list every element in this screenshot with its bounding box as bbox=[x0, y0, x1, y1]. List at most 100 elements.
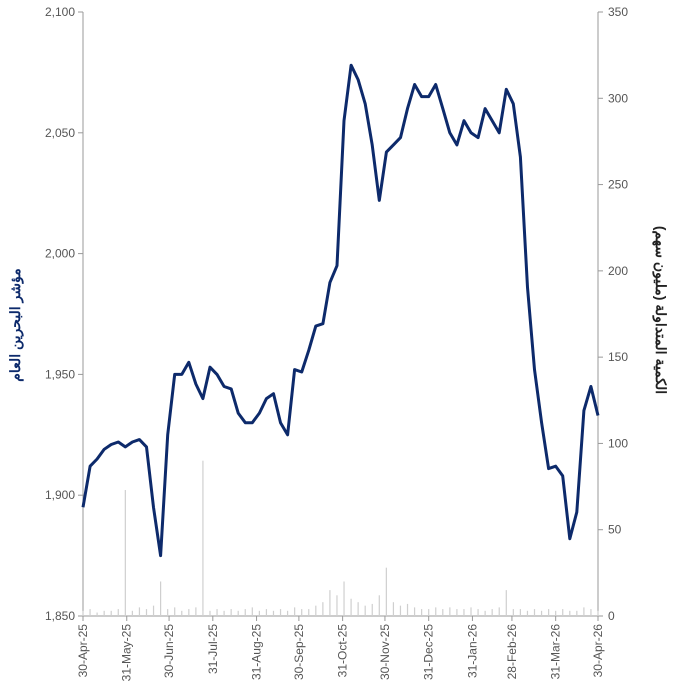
volume-bar bbox=[322, 602, 324, 616]
volume-bar bbox=[209, 610, 211, 616]
volume-bar bbox=[202, 460, 204, 616]
volume-bar bbox=[336, 595, 338, 616]
volume-bar bbox=[463, 609, 465, 616]
volume-bar bbox=[470, 607, 472, 616]
x-tick-label: 31-Aug-25 bbox=[250, 624, 264, 680]
y2-tick-label: 200 bbox=[608, 264, 628, 278]
volume-bar bbox=[251, 607, 253, 616]
volume-bar bbox=[590, 609, 592, 616]
x-tick-label: 30-Nov-25 bbox=[378, 624, 392, 680]
volume-bar bbox=[498, 607, 500, 616]
x-tick-label: 31-Jan-26 bbox=[465, 624, 479, 678]
volume-bar bbox=[244, 609, 246, 616]
volume-bar bbox=[519, 609, 521, 616]
volume-bar bbox=[124, 490, 126, 616]
y-axis-title: مؤشر البحرين العام bbox=[7, 268, 24, 382]
volume-bar bbox=[399, 605, 402, 616]
volume-bar bbox=[555, 610, 557, 616]
volume-bar bbox=[145, 609, 148, 616]
volume-bar bbox=[181, 610, 183, 616]
volume-bar bbox=[286, 610, 289, 616]
volume-bar bbox=[131, 610, 133, 616]
y2-axis-title: الكمية المتداولة (مليون سهم) bbox=[652, 226, 669, 394]
volume-bar bbox=[456, 609, 458, 616]
x-tick-label: 30-Apr-25 bbox=[76, 624, 90, 678]
volume-bar bbox=[477, 609, 479, 616]
volume-bar bbox=[216, 609, 218, 616]
volume-bar bbox=[392, 602, 395, 616]
volume-bar bbox=[364, 605, 366, 616]
y2-tick-label: 300 bbox=[608, 91, 628, 105]
volume-bar bbox=[562, 609, 564, 616]
volume-bar bbox=[195, 607, 197, 616]
y2-tick-label: 0 bbox=[608, 609, 615, 623]
y2-tick-label: 100 bbox=[608, 436, 628, 450]
y-tick-label: 2,100 bbox=[45, 5, 75, 19]
volume-bar bbox=[110, 610, 112, 616]
volume-bar bbox=[569, 610, 571, 616]
volume-bar bbox=[378, 595, 380, 616]
volume-bar bbox=[265, 609, 268, 616]
volume-bar bbox=[350, 598, 352, 616]
volume-bar bbox=[329, 590, 331, 616]
volume-bar bbox=[138, 607, 141, 616]
volume-bar bbox=[103, 610, 105, 616]
volume-bar bbox=[237, 610, 239, 616]
x-tick-label: 31-Mar-26 bbox=[549, 624, 563, 680]
volume-bar bbox=[343, 581, 345, 616]
volume-bar bbox=[548, 609, 550, 616]
y-tick-label: 2,050 bbox=[45, 126, 75, 140]
x-tick-label: 30-Sep-25 bbox=[292, 624, 306, 680]
x-tick-label: 31-Oct-25 bbox=[336, 624, 350, 678]
volume-bar bbox=[230, 609, 232, 616]
volume-bar bbox=[385, 567, 387, 616]
y-tick-label: 1,950 bbox=[45, 367, 75, 381]
volume-bar bbox=[583, 607, 585, 616]
y2-tick-label: 350 bbox=[608, 5, 628, 19]
volume-bar bbox=[308, 609, 310, 616]
volume-bar bbox=[272, 610, 275, 616]
volume-bar bbox=[428, 609, 430, 616]
volume-bar bbox=[371, 603, 373, 616]
volume-bar bbox=[449, 607, 451, 616]
x-tick-label: 30-Jun-25 bbox=[162, 624, 176, 678]
volume-bar bbox=[413, 607, 416, 616]
volume-bar bbox=[442, 609, 444, 616]
volume-bar bbox=[117, 609, 119, 616]
volume-bar bbox=[96, 612, 98, 616]
volume-bar bbox=[576, 610, 578, 616]
x-tick-label: 31-Jul-25 bbox=[206, 624, 220, 674]
volume-bar bbox=[484, 610, 486, 616]
volume-bar bbox=[526, 610, 529, 616]
x-tick-label: 31-May-25 bbox=[120, 624, 134, 682]
volume-bar bbox=[89, 609, 91, 616]
volume-bar bbox=[258, 610, 260, 616]
volume-bar bbox=[188, 609, 190, 616]
volume-bar bbox=[294, 607, 296, 616]
volume-bar bbox=[435, 607, 437, 616]
volume-bar bbox=[82, 610, 84, 616]
volume-bar bbox=[406, 603, 409, 616]
volume-bar bbox=[301, 609, 303, 616]
volume-bar bbox=[421, 609, 423, 616]
volume-bar bbox=[491, 609, 493, 616]
volume-bar bbox=[597, 610, 599, 616]
volume-bar bbox=[279, 609, 282, 616]
x-tick-label: 30-Apr-26 bbox=[591, 624, 605, 678]
volume-bar bbox=[167, 609, 169, 616]
volume-bar bbox=[152, 605, 155, 616]
index-line bbox=[81, 63, 600, 558]
y2-tick-label: 50 bbox=[608, 523, 622, 537]
volume-bar bbox=[160, 581, 162, 616]
y2-tick-label: 250 bbox=[608, 178, 628, 192]
volume-bar bbox=[223, 610, 225, 616]
y-tick-label: 1,900 bbox=[45, 488, 75, 502]
volume-bar bbox=[533, 609, 536, 616]
volume-bar bbox=[315, 605, 317, 616]
x-tick-label: 28-Feb-26 bbox=[505, 624, 519, 680]
volume-bar bbox=[540, 610, 543, 616]
volume-bar bbox=[512, 609, 514, 616]
y2-tick-label: 150 bbox=[608, 350, 628, 364]
x-tick-label: 31-Dec-25 bbox=[422, 624, 436, 680]
